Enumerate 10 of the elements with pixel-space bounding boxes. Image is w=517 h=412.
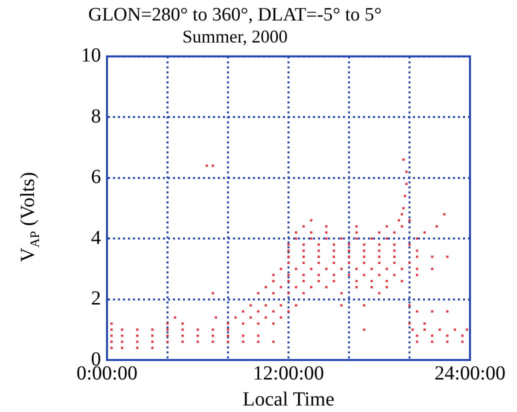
x-tick-label: 12:00:00 bbox=[252, 362, 324, 384]
x-tick-label: 24:00:00 bbox=[434, 362, 506, 384]
x-axis-title: Local Time bbox=[242, 388, 334, 410]
y-tick-label: 10 bbox=[81, 44, 101, 67]
y-tick-label: 2 bbox=[91, 288, 101, 310]
y-tick-label: 8 bbox=[91, 105, 101, 128]
y-tick-label: 4 bbox=[91, 226, 101, 249]
chart-title: GLON=280° to 360°, DLAT=-5° to 5° bbox=[88, 4, 382, 26]
y-tick-label: 6 bbox=[91, 166, 101, 188]
chart-subtitle: Summer, 2000 bbox=[182, 26, 288, 46]
